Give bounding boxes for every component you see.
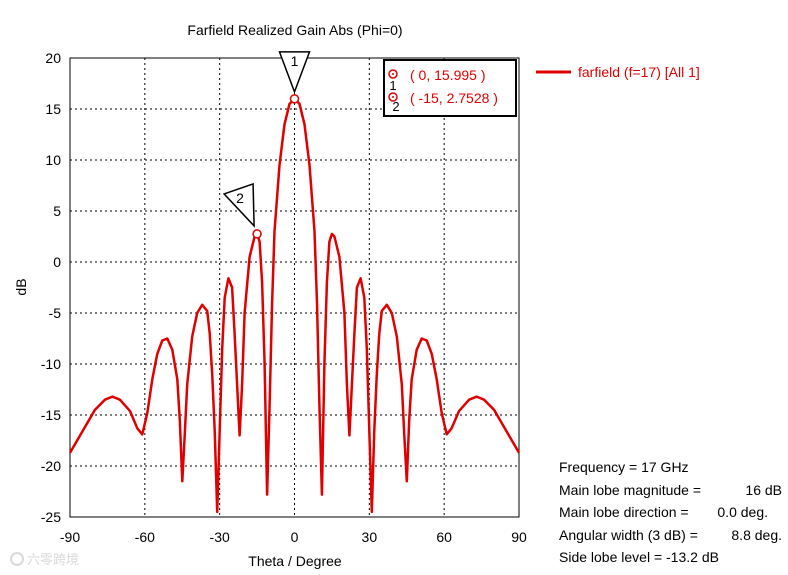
marker-readout-2: 2 ( -15, 2.7528 ) — [388, 90, 498, 114]
y-tick-label: 10 — [45, 152, 61, 168]
marker-flag-label-2: 2 — [236, 190, 244, 206]
info-main-lobe-direction-value: 0.0 deg. — [717, 504, 768, 520]
marker-readout-1-text: ( 0, 15.995 ) — [410, 67, 486, 83]
marker-flag-2 — [222, 182, 255, 228]
info-angular-width-value: 8.8 deg. — [731, 527, 782, 543]
info-frequency: Frequency = 17 GHz — [559, 459, 689, 475]
info-angular-width-label: Angular width (3 dB) = — [559, 527, 698, 543]
x-tick-labels: -90 -60 -30 0 30 60 90 — [60, 529, 527, 545]
grid-lines — [70, 58, 519, 517]
x-tick-label: 30 — [362, 529, 378, 545]
y-tick-label: -15 — [41, 407, 61, 423]
legend: farfield (f=17) [All 1] — [536, 64, 700, 80]
marker-point-1 — [289, 94, 300, 104]
info-main-lobe-magnitude-label: Main lobe magnitude = — [559, 482, 701, 498]
marker-points: 12 — [222, 51, 311, 239]
x-axis-label: Theta / Degree — [248, 553, 342, 569]
x-tick-label: -30 — [210, 529, 230, 545]
y-tick-label: -5 — [49, 305, 62, 321]
marker-readout-1-id: 1 — [389, 78, 396, 93]
y-tick-labels: 20 15 10 5 0 -5 -10 -15 -20 -25 — [41, 50, 61, 525]
marker-flag-label-1: 1 — [291, 53, 299, 69]
info-side-lobe-level: Side lobe level = -13.2 dB — [559, 549, 719, 565]
x-tick-label: 90 — [511, 529, 527, 545]
marker-readout-box: 1 ( 0, 15.995 ) 2 ( -15, 2.7528 ) — [383, 59, 517, 117]
marker-flag-1 — [278, 51, 311, 94]
y-tick-label: 15 — [45, 101, 61, 117]
y-tick-label: -20 — [41, 458, 61, 474]
watermark-logo-icon — [10, 552, 24, 566]
chart-title: Farfield Realized Gain Abs (Phi=0) — [187, 22, 402, 38]
marker-1: 1 — [278, 51, 311, 104]
watermark: 六零跨境 — [10, 552, 79, 567]
marker-readout-1: 1 ( 0, 15.995 ) — [388, 67, 486, 93]
watermark-text: 六零跨境 — [27, 552, 79, 567]
legend-entry-farfield: farfield (f=17) [All 1] — [578, 64, 700, 80]
marker-2: 2 — [222, 182, 262, 239]
y-tick-label: 20 — [45, 50, 61, 66]
marker-point-2 — [252, 229, 262, 239]
y-axis-label: dB — [13, 278, 29, 295]
info-main-lobe-magnitude-value: 16 dB — [745, 482, 782, 498]
x-tick-label: 0 — [291, 529, 299, 545]
x-tick-label: -60 — [135, 529, 155, 545]
y-tick-label: 0 — [53, 254, 61, 270]
marker-readout-2-text: ( -15, 2.7528 ) — [410, 90, 498, 106]
y-tick-label: 5 — [53, 203, 61, 219]
y-tick-label: -25 — [41, 509, 61, 525]
y-tick-label: -10 — [41, 356, 61, 372]
x-tick-label: -90 — [60, 529, 80, 545]
farfield-summary: Frequency = 17 GHz Main lobe magnitude =… — [559, 459, 782, 565]
marker-readout-2-id: 2 — [392, 99, 399, 114]
info-main-lobe-direction-label: Main lobe direction = — [559, 504, 689, 520]
x-tick-label: 60 — [436, 529, 452, 545]
